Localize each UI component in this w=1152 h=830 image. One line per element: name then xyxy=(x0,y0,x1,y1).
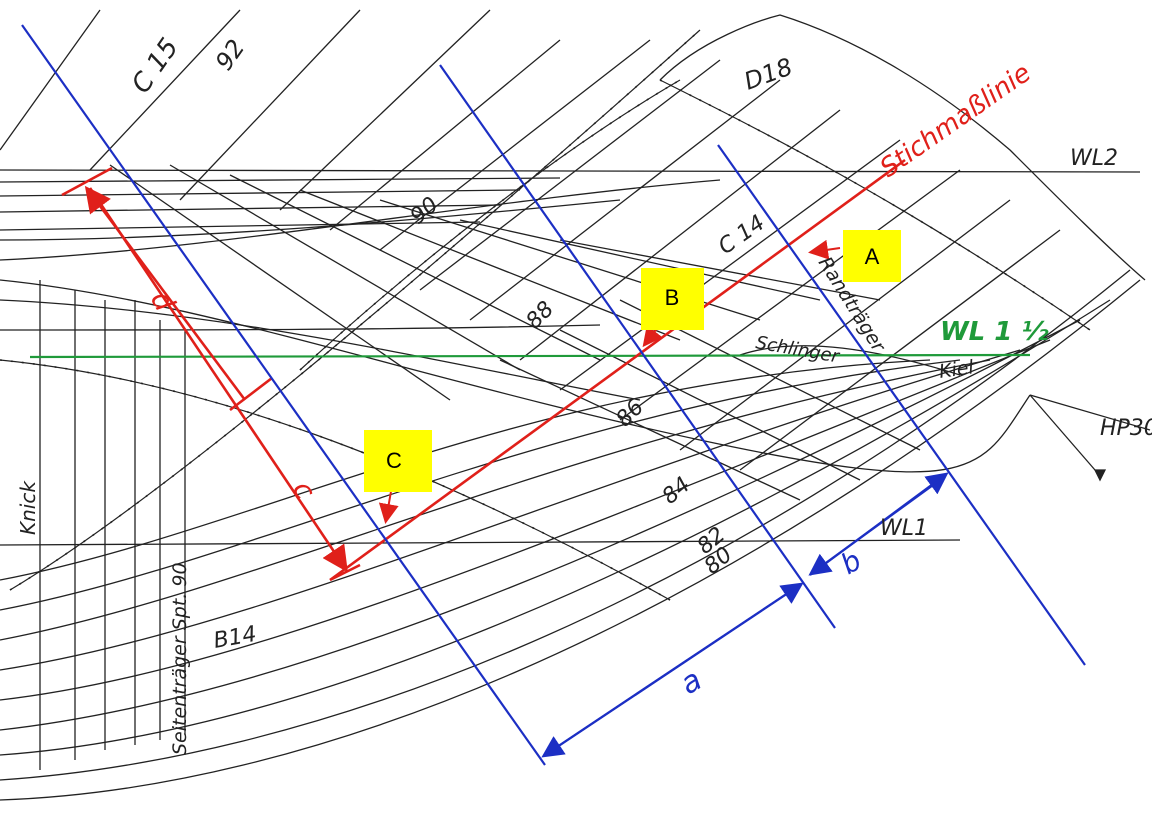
svg-text:C: C xyxy=(386,448,402,473)
label-wl-half: WL 1 ½ xyxy=(940,317,1048,347)
label-c15: C 15 xyxy=(126,33,185,99)
blue-construction xyxy=(21,24,1086,766)
red-construction xyxy=(61,158,906,582)
label-88: 88 xyxy=(522,297,559,334)
wl-half-line xyxy=(29,353,1031,359)
svg-text:B: B xyxy=(665,285,680,310)
marker-b: B xyxy=(641,268,704,330)
marker-c: C xyxy=(364,430,432,492)
label-92: 92 xyxy=(210,34,250,75)
label-90: 90 xyxy=(406,192,444,229)
label-wl1: WL1 xyxy=(880,516,928,541)
svg-text:A: A xyxy=(865,244,880,269)
label-84: 84 xyxy=(658,472,696,509)
label-dim-c: c xyxy=(286,475,323,505)
stringer-base-lines xyxy=(0,29,1091,601)
label-dim-a: a xyxy=(675,662,708,702)
label-dim-b: b xyxy=(835,544,867,581)
marker-a: A xyxy=(843,230,901,282)
label-knick: Knick xyxy=(16,480,40,535)
label-c14: C 14 xyxy=(714,211,770,260)
label-wl2: WL2 xyxy=(1070,146,1118,171)
label-kiel: Kiel xyxy=(938,356,976,383)
label-stichmass: Stichmaßlinie xyxy=(875,58,1037,184)
label-hp30: HP30 xyxy=(1100,416,1152,441)
label-seitentrager: Seitenträger Spt. 90 xyxy=(169,562,191,755)
label-b14: B14 xyxy=(212,622,259,654)
